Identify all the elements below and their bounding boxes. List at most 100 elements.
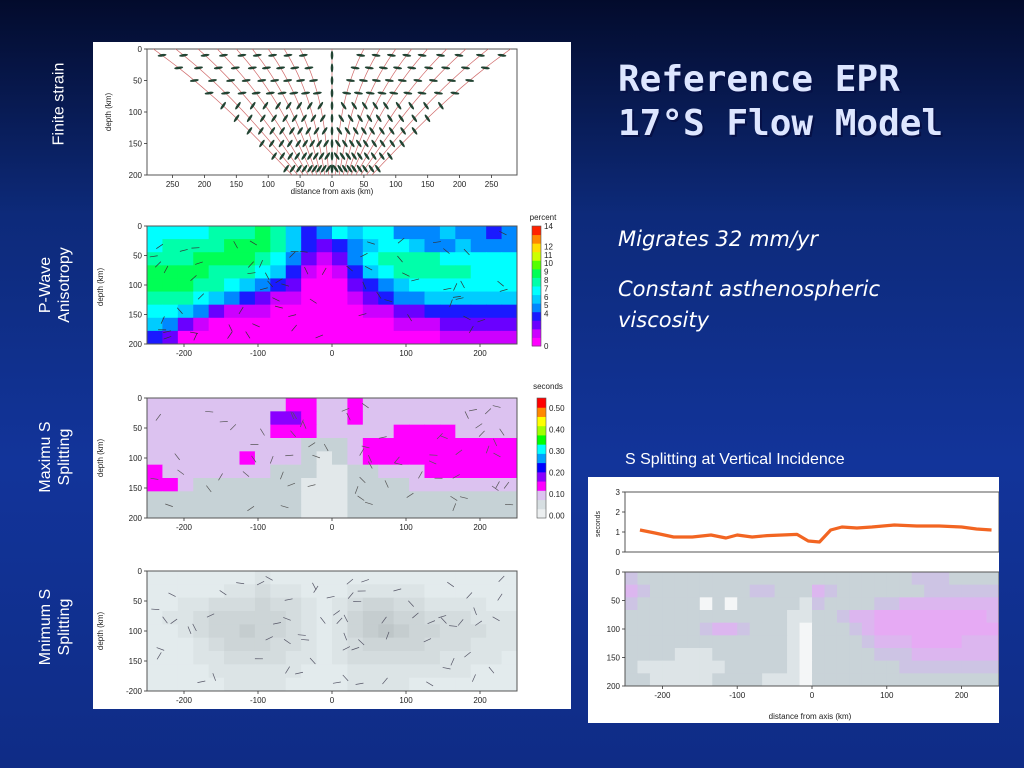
left-figure-panel: 0 50 100 150 200 250 200 150 100 50 0 50 100 150 200 25… [93,42,571,709]
strain-ellipse [352,127,359,135]
max-splitting-cell [270,398,287,412]
max-splitting-cell [162,478,179,492]
max-splitting-cell [270,464,287,479]
depth-section-cell [649,597,663,611]
anisotropy-cell [285,252,302,266]
min-splitting-cell [147,571,163,585]
flowline [175,48,298,176]
strain-ellipse [241,79,251,82]
strain-ellipse [279,152,286,160]
max-splitting-cell [501,491,518,506]
depth-section-cell [637,635,651,649]
anisotropy-cell [208,226,225,240]
depth-section-cell [724,648,738,662]
depth-section-cell [886,660,900,674]
fast-axis-tick [190,331,199,334]
depth-section-cell [986,610,1000,624]
fast-axis-tick [492,405,501,408]
strain-ellipse [262,101,269,110]
depth-section-cell [849,673,863,687]
fast-axis-tick [301,639,310,641]
max-splitting-cell [439,464,456,479]
s-splitting-depth-section: 0 50 100 150 200 -200 -100 0 100 200 distance fro… [607,568,1000,721]
anisotropy-cell [378,304,395,319]
max-splitting-cell [439,424,456,439]
anisotropy-cell [224,265,240,279]
fast-axis-tick [455,297,464,300]
min-splitting-cell [393,597,410,612]
depth-section-cell [861,660,875,674]
max-splitting-cell [239,451,256,466]
depth-section-cell [874,635,888,649]
min-splitting-cell [270,584,287,599]
anisotropy-cell [224,304,240,319]
anisotropy-cell [347,304,364,319]
anisotropy-cell [347,265,364,279]
min-splitting-cell [147,664,163,679]
x-tick-label: 0 [330,180,335,189]
max-splitting-cell [224,464,240,479]
anisotropy-cell [316,291,333,306]
fast-axis-tick [484,408,492,415]
fast-axis-tick [402,272,410,277]
x-tick-label: 100 [399,696,413,705]
strain-ellipse [287,152,294,160]
strain-ellipse [296,164,302,173]
fast-axis-tick [358,313,367,317]
max-splitting-cell [301,491,318,506]
depth-section-cell [699,648,713,662]
max-splitting-cell [332,438,348,452]
flowline [334,48,365,176]
strain-ellipse [283,79,293,82]
min-splitting-cell [378,624,395,639]
fast-axis-tick [493,438,498,447]
depth-section-cell [836,584,850,598]
min-splitting-cell [409,571,425,585]
min-splitting-cell [486,597,503,612]
depth-section-cell [662,572,676,586]
colorbar-tick-label: 10 [544,259,553,268]
fast-axis-tick [230,424,237,431]
max-splitting-cell [224,491,240,506]
strain-ellipse [330,63,334,73]
min-splitting-cell [208,584,225,599]
max-splitting-cell [424,478,441,492]
fast-axis-tick [428,460,437,465]
max-splitting-cell [208,478,225,492]
strain-ellipse [320,164,327,173]
max-splitting-cell [409,464,425,479]
depth-section-cell [799,635,813,649]
min-splitting-cell [177,677,194,692]
anisotropy-cell [455,252,472,266]
depth-section-cell [812,660,825,674]
min-splitting-cell [316,597,333,612]
strain-ellipse [297,127,303,135]
max-splitting-cell [501,411,518,426]
depth-section-cell [886,622,900,636]
max-splitting-cell [362,464,379,479]
anisotropy-cell [254,239,271,253]
depth-section-cell [936,673,950,687]
min-splitting-cell [393,624,410,639]
depth-section-cell [911,635,925,649]
fast-axis-tick [309,298,317,304]
min-splitting-cell [224,677,240,692]
depth-section-cell [687,648,701,662]
fast-axis-tick [492,616,500,622]
min-splitting-cell [270,651,287,665]
anisotropy-cell [455,265,472,279]
min-splitting-cell [162,677,179,692]
min-splitting-cell [285,571,302,585]
x-tick-label: 100 [262,180,276,189]
depth-section-cell [762,635,776,649]
y-tick-label: 2 [616,508,621,517]
max-splitting-cell [316,398,333,412]
fast-axis-tick [242,471,250,477]
depth-section-cell [911,673,925,687]
anisotropy-cell [316,278,333,293]
depth-section-cell [687,610,701,624]
fast-axis-tick [197,680,206,683]
strain-ellipse [411,114,418,123]
anisotropy-cell [162,252,179,266]
fast-axis-tick [449,299,453,308]
